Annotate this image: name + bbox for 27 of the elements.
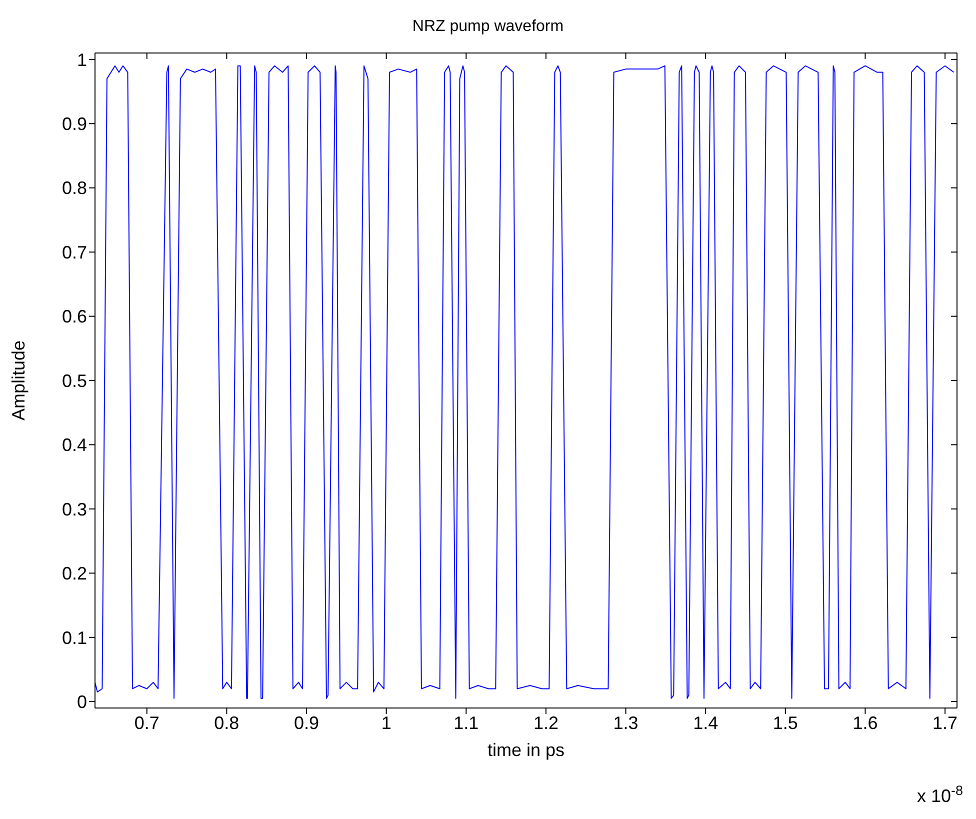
- x-tick-label: 0.7: [134, 712, 160, 733]
- y-tick-label: 1: [76, 50, 87, 70]
- line-series: [95, 65, 954, 699]
- x-axis-title: time in ps: [487, 740, 565, 760]
- y-tick-label: 0.7: [62, 242, 87, 262]
- x-tick-label: 1.2: [533, 712, 558, 733]
- y-tick-label: 0.6: [62, 306, 87, 327]
- y-axis-title: Amplitude: [8, 340, 28, 421]
- x-tick-label: 1.5: [772, 712, 798, 733]
- x-tick-label: 0.8: [214, 712, 240, 733]
- x-tick-label: 1.3: [613, 712, 638, 733]
- y-tick-label: 0.9: [62, 114, 87, 134]
- chart-title: NRZ pump waveform: [411, 18, 565, 36]
- x-tick-label: 1.7: [932, 712, 958, 733]
- text: x 10$^{-8}$: [916, 782, 963, 806]
- x-tick-label: 1.4: [693, 712, 718, 733]
- x-tick-label: 1.1: [454, 712, 479, 733]
- y-tick-label: 0.3: [62, 499, 87, 520]
- y-tick-label: 0.1: [62, 628, 87, 648]
- x-tick-label: 1: [381, 712, 392, 733]
- x-tick-label: 0.9: [294, 712, 320, 733]
- y-tick-label: 0.5: [62, 370, 87, 391]
- y-tick-label: 0.2: [62, 564, 87, 584]
- y-tick-label: 0.4: [62, 435, 87, 456]
- y-tick-label: 0: [76, 692, 87, 712]
- y-tick-label: 0.8: [62, 178, 87, 198]
- x-tick-label: 1.6: [852, 712, 878, 733]
